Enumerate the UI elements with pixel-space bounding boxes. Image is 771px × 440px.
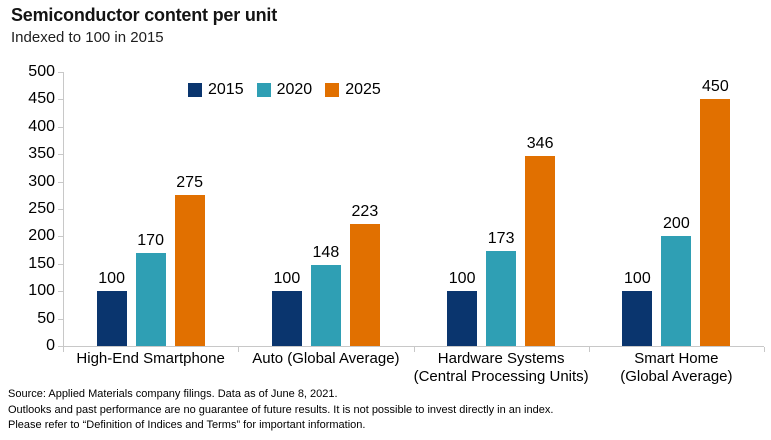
x-axis-category-label: Hardware Systems (Central Processing Unit… bbox=[413, 350, 589, 385]
x-axis-category-label: High-End Smartphone bbox=[76, 350, 225, 367]
bar-value-label: 170 bbox=[137, 231, 164, 249]
legend-label: 2020 bbox=[276, 81, 313, 98]
y-axis-tick-label: 250 bbox=[28, 200, 55, 217]
bar-value-label: 100 bbox=[624, 270, 651, 288]
y-axis-tick-label: 450 bbox=[28, 90, 55, 108]
legend-swatch-icon bbox=[325, 83, 340, 97]
bar-2015 bbox=[96, 291, 127, 346]
legend-item-2025: 2025 bbox=[325, 82, 381, 98]
bar-value-label: 200 bbox=[663, 215, 690, 233]
source-disclaimer-text: Source: Applied Materials company filing… bbox=[8, 387, 553, 434]
disclaimer-line: Please refer to “Definition of Indices a… bbox=[8, 419, 366, 431]
x-axis-category-label: Auto (Global Average) bbox=[252, 350, 400, 367]
y-axis-tick bbox=[58, 318, 63, 320]
legend-label: 2025 bbox=[345, 81, 381, 98]
bar-value-label: 450 bbox=[702, 78, 729, 96]
y-axis-tick bbox=[58, 346, 63, 347]
bar-2020 bbox=[661, 236, 692, 346]
y-axis-tick-label: 100 bbox=[28, 282, 55, 300]
x-axis-category-label: Smart Home (Global Average) bbox=[620, 350, 733, 385]
y-axis-tick bbox=[58, 72, 63, 73]
disclaimer-line: Outlooks and past performance are no gua… bbox=[8, 403, 554, 416]
chart-subtitle: Indexed to 100 in 2015 bbox=[11, 29, 164, 46]
bar-2025 bbox=[525, 156, 556, 346]
y-axis-tick bbox=[58, 263, 63, 265]
disclaimer-line: Source: Applied Materials company filing… bbox=[8, 388, 338, 400]
bar-2015 bbox=[447, 291, 478, 346]
x-axis-tick bbox=[63, 347, 64, 352]
y-axis-tick bbox=[58, 181, 63, 183]
bar-2025 bbox=[174, 195, 205, 346]
bar-2015 bbox=[271, 291, 302, 346]
y-axis-tick bbox=[58, 99, 63, 101]
bar-value-label: 148 bbox=[312, 243, 340, 261]
bar-value-label: 100 bbox=[98, 270, 125, 288]
y-axis-tick bbox=[58, 209, 63, 210]
chart-title: Semiconductor content per unit bbox=[11, 5, 278, 25]
bar-2020 bbox=[135, 252, 166, 346]
legend-swatch-icon bbox=[256, 83, 271, 97]
legend-item-2015: 2015 bbox=[188, 82, 244, 98]
x-axis-tick bbox=[588, 347, 590, 352]
bar-2020 bbox=[310, 264, 341, 346]
bar-value-label: 173 bbox=[487, 230, 515, 248]
y-axis-tick bbox=[58, 291, 63, 293]
y-axis-line bbox=[63, 72, 64, 346]
y-axis-tick-label: 0 bbox=[46, 337, 55, 354]
bar-value-label: 346 bbox=[526, 135, 554, 153]
bar-value-label: 100 bbox=[448, 270, 476, 288]
chart-legend: 2015 2020 2025 bbox=[188, 82, 381, 98]
y-axis-tick bbox=[58, 236, 63, 238]
y-axis-tick bbox=[58, 126, 63, 128]
y-axis-tick-label: 350 bbox=[28, 145, 55, 163]
y-axis-tick-label: 300 bbox=[28, 172, 55, 190]
bar-2020 bbox=[486, 251, 517, 346]
bar-2025 bbox=[700, 99, 731, 346]
y-axis-tick-label: 150 bbox=[28, 254, 55, 272]
bar-value-label: 100 bbox=[273, 270, 301, 288]
y-axis-tick bbox=[58, 154, 63, 156]
x-axis-line bbox=[63, 346, 764, 347]
legend-label: 2015 bbox=[208, 81, 244, 98]
bar-value-label: 223 bbox=[351, 202, 379, 220]
y-axis-tick-label: 400 bbox=[28, 117, 55, 135]
x-axis-tick bbox=[238, 347, 240, 352]
bar-2025 bbox=[349, 223, 380, 346]
y-axis-tick-label: 50 bbox=[37, 309, 55, 327]
legend-swatch-icon bbox=[188, 83, 202, 97]
bar-value-label: 275 bbox=[176, 174, 203, 192]
x-axis-tick bbox=[764, 347, 765, 352]
y-axis-tick-label: 200 bbox=[28, 227, 55, 245]
y-axis-tick-label: 500 bbox=[28, 63, 55, 80]
x-axis-tick bbox=[413, 347, 415, 352]
bar-2015 bbox=[622, 291, 653, 346]
legend-item-2020: 2020 bbox=[256, 81, 313, 98]
